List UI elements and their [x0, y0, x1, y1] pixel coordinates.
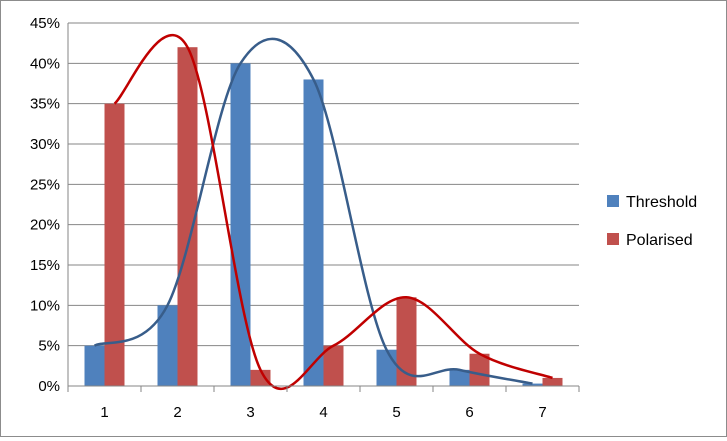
- bar-threshold-6: [449, 369, 470, 386]
- bar-polarised-6: [469, 353, 490, 386]
- x-tick-labels: 1 2 3 4 5 6 7: [67, 386, 580, 421]
- x-tick-label: 3: [246, 404, 254, 421]
- legend-swatch-threshold: [607, 195, 619, 207]
- bar-threshold-5: [376, 349, 397, 386]
- y-tick-label: 25%: [30, 176, 60, 193]
- legend-label-threshold: Threshold: [626, 194, 697, 211]
- bar-polarised-7: [542, 377, 563, 386]
- bar-threshold-2: [157, 305, 178, 386]
- trend-line-threshold: [93, 37, 533, 385]
- bar-threshold-3: [230, 63, 251, 386]
- x-tick-label: 5: [392, 404, 400, 421]
- trend-line-polarised: [113, 34, 553, 391]
- bar-polarised-2: [177, 47, 198, 386]
- y-tick-label: 5%: [38, 338, 60, 355]
- legend-label-polarised: Polarised: [626, 232, 693, 249]
- legend: Threshold Polarised: [607, 194, 697, 249]
- y-tick-label: 35%: [30, 96, 60, 113]
- x-tick-label: 1: [100, 404, 108, 421]
- x-tick-label: 2: [173, 404, 181, 421]
- y-tick-label: 0%: [38, 378, 60, 395]
- x-tick-label: 7: [538, 404, 546, 421]
- bars: [84, 47, 563, 387]
- x-tick-label: 6: [465, 404, 473, 421]
- bar-polarised-4: [323, 345, 344, 386]
- y-tick-label: 40%: [30, 55, 60, 72]
- bar-threshold-7: [522, 383, 543, 386]
- y-tick-label: 15%: [30, 257, 60, 274]
- legend-swatch-polarised: [607, 233, 619, 245]
- y-tick-labels: 0% 5% 10% 15% 20% 25% 30% 35% 40% 45%: [30, 15, 60, 395]
- x-tick-label: 4: [319, 404, 327, 421]
- y-tick-label: 10%: [30, 297, 60, 314]
- y-tick-label: 45%: [30, 15, 60, 32]
- trend-lines: [93, 34, 553, 391]
- bar-threshold-1: [84, 345, 105, 386]
- y-tick-label: 30%: [30, 136, 60, 153]
- bar-polarised-3: [250, 369, 271, 386]
- bar-polarised-5: [396, 297, 417, 386]
- y-tick-label: 20%: [30, 217, 60, 234]
- bar-threshold-4: [303, 79, 324, 386]
- bar-polarised-1: [104, 103, 125, 387]
